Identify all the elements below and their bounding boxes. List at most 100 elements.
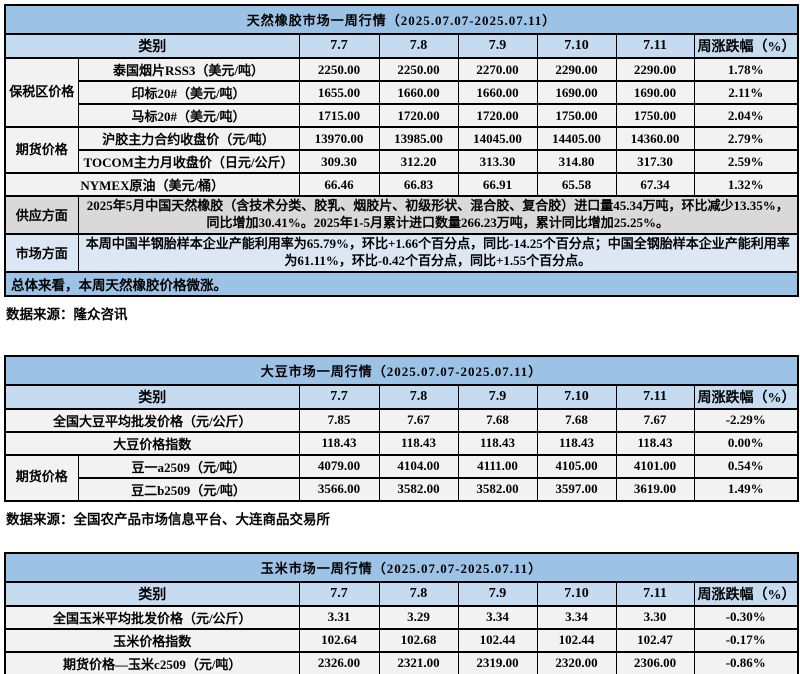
change-value: 0.54% <box>693 453 799 479</box>
table-row: TOCOM主力月收盘价（日元/公斤） 309.30 312.20 313.30 … <box>5 149 799 174</box>
cell-value: 309.30 <box>298 149 380 174</box>
row-label: 大豆价格指数 <box>4 430 300 456</box>
column-header-category: 类别 <box>4 33 300 59</box>
cell-value: 13985.00 <box>378 126 459 151</box>
row-label: 全国玉米平均批发价格（元/公斤） <box>4 604 300 630</box>
group-label: 期货价格 <box>4 453 79 502</box>
data-source: 数据来源：全国农产品市场信息平台、大连商品交易所 <box>6 511 330 527</box>
column-header-date: 7.11 <box>615 580 695 607</box>
column-header-date: 7.7 <box>298 580 380 607</box>
cell-value: 317.30 <box>615 149 695 174</box>
cell-value: 3582.00 <box>457 476 538 502</box>
table-row: 印标20#（美元/吨） 1655.00 1660.00 1660.00 1690… <box>5 80 799 105</box>
cell-value: 2270.00 <box>457 57 538 82</box>
cell-value: 7.68 <box>536 407 617 433</box>
table-title: 天然橡胶市场一周行情（2025.07.07-2025.07.11） <box>4 4 799 35</box>
column-header-date: 7.8 <box>378 383 459 410</box>
table-row: 玉米价格指数 102.64 102.68 102.44 102.44 102.4… <box>4 627 799 653</box>
cell-value: 2306.00 <box>615 650 695 674</box>
cell-value: 118.43 <box>536 430 617 456</box>
column-header-category: 类别 <box>4 383 300 410</box>
table-row: 全国玉米平均批发价格（元/公斤） 3.31 3.29 3.34 3.34 3.3… <box>4 604 799 630</box>
cell-value: 7.67 <box>378 407 459 433</box>
cell-value: 1750.00 <box>536 103 617 128</box>
cell-value: 4101.00 <box>615 453 695 479</box>
table-row: 全国大豆平均批发价格（元/公斤） 7.85 7.67 7.68 7.68 7.6… <box>4 407 799 433</box>
column-header-date: 7.9 <box>457 383 538 410</box>
column-header-date: 7.11 <box>615 33 695 59</box>
cell-value: 2250.00 <box>298 57 380 82</box>
cell-value: 1715.00 <box>298 103 380 128</box>
note-label: 供应方面 <box>4 195 79 235</box>
row-label: 印标20#（美元/吨） <box>77 80 300 105</box>
cell-value: 66.91 <box>457 172 538 197</box>
group-label: 期货价格 <box>4 126 79 174</box>
cell-value: 3582.00 <box>378 476 459 502</box>
cell-value: 4079.00 <box>298 453 380 479</box>
cell-value: 102.44 <box>536 627 617 653</box>
cell-value: 2250.00 <box>378 57 459 82</box>
spacer <box>4 528 797 552</box>
table-row: NYMEX原油（美元/桶） 66.46 66.83 66.91 65.58 67… <box>4 172 799 197</box>
table-title: 玉米市场一周行情（2025.07.07-2025.07.11） <box>4 551 799 583</box>
cell-value: 118.43 <box>378 430 459 456</box>
table-title: 大豆市场一周行情（2025.07.07-2025.07.11） <box>4 354 799 386</box>
row-label: 豆一a2509（元/吨） <box>77 453 300 479</box>
change-value: -0.17% <box>693 627 799 653</box>
change-value: -2.29% <box>693 407 799 433</box>
column-header-row: 类别 7.7 7.8 7.9 7.10 7.11 周涨跌幅（%） <box>4 580 799 607</box>
cell-value: 2319.00 <box>457 650 538 674</box>
row-label: 沪胶主力合约收盘价（元/吨） <box>77 126 300 151</box>
summary-row: 总体来看，本周天然橡胶价格微涨。 <box>4 270 799 297</box>
summary-text: 总体来看，本周天然橡胶价格微涨。 <box>4 270 799 297</box>
cell-value: 1655.00 <box>298 80 380 105</box>
column-header-change: 周涨跌幅（%） <box>693 580 799 607</box>
cell-value: 14045.00 <box>457 126 538 151</box>
change-value: -0.86% <box>693 650 799 674</box>
column-header-date: 7.7 <box>298 33 380 59</box>
table-row: 马标20#（美元/吨） 1715.00 1720.00 1720.00 1750… <box>5 103 799 128</box>
column-header-date: 7.9 <box>457 580 538 607</box>
column-header-date: 7.10 <box>536 383 617 410</box>
column-header-date: 7.10 <box>536 33 617 59</box>
rubber-market-table: 天然橡胶市场一周行情（2025.07.07-2025.07.11） 类别 7.7… <box>4 4 799 297</box>
cell-value: 66.46 <box>298 172 380 197</box>
supply-note-row: 供应方面 2025年5月中国天然橡胶（含技术分类、胶乳、烟胶片、初级形状、混合胶… <box>4 195 799 235</box>
change-value: -0.30% <box>693 604 799 630</box>
table-row: 期货价格 沪胶主力合约收盘价（元/吨） 13970.00 13985.00 14… <box>4 126 799 174</box>
change-value: 2.11% <box>693 80 799 105</box>
cell-value: 1720.00 <box>457 103 538 128</box>
cell-value: 3.34 <box>536 604 617 630</box>
change-value: 2.79% <box>693 126 799 151</box>
row-label: NYMEX原油（美元/桶） <box>4 172 300 197</box>
cell-value: 3597.00 <box>536 476 617 502</box>
change-value: 1.78% <box>693 57 799 82</box>
table-row: 期货价格—玉米c2509（元/吨） 2326.00 2321.00 2319.0… <box>4 650 799 674</box>
change-value: 2.04% <box>693 103 799 128</box>
row-label: 泰国烟片RSS3（美元/吨） <box>77 57 300 82</box>
cell-value: 3619.00 <box>615 476 695 502</box>
cell-value: 102.64 <box>298 627 380 653</box>
cell-value: 14360.00 <box>615 126 695 151</box>
column-header-row: 类别 7.7 7.8 7.9 7.10 7.11 周涨跌幅（%） <box>4 383 799 410</box>
cell-value: 2320.00 <box>536 650 617 674</box>
market-note-row: 市场方面 本周中国半钢胎样本企业产能利用率为65.79%，环比+1.66个百分点… <box>4 232 799 273</box>
group-label: 保税区价格 <box>4 57 79 128</box>
cell-value: 1690.00 <box>536 80 617 105</box>
data-source: 数据来源：隆众咨讯 <box>6 306 128 322</box>
row-label: TOCOM主力月收盘价（日元/公斤） <box>77 149 300 174</box>
cell-value: 3.29 <box>378 604 459 630</box>
row-label: 玉米价格指数 <box>4 627 300 653</box>
soybean-market-table: 大豆市场一周行情（2025.07.07-2025.07.11） 类别 7.7 7… <box>4 354 799 502</box>
table-title-row: 玉米市场一周行情（2025.07.07-2025.07.11） <box>4 551 799 583</box>
row-label: 全国大豆平均批发价格（元/公斤） <box>4 407 300 433</box>
cell-value: 102.68 <box>378 627 459 653</box>
column-header-change: 周涨跌幅（%） <box>693 33 799 59</box>
note-label: 市场方面 <box>4 232 79 273</box>
cell-value: 7.67 <box>615 407 695 433</box>
cell-value: 118.43 <box>298 430 380 456</box>
cell-value: 1690.00 <box>615 80 695 105</box>
cell-value: 2326.00 <box>298 650 380 674</box>
column-header-date: 7.10 <box>536 580 617 607</box>
corn-market-table: 玉米市场一周行情（2025.07.07-2025.07.11） 类别 7.7 7… <box>4 551 799 674</box>
